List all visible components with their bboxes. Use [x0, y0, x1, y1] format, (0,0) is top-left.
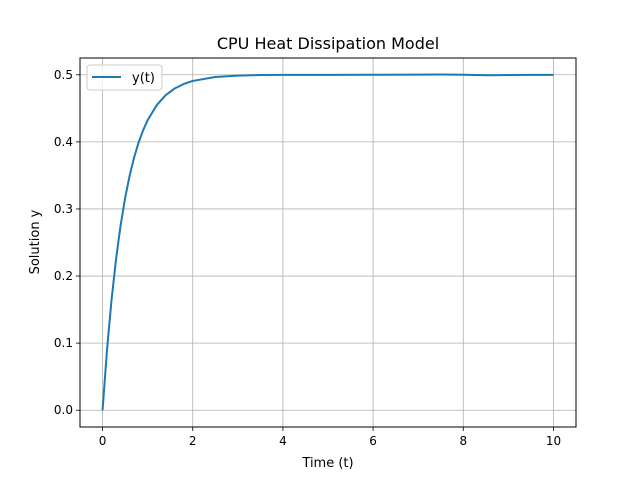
plot-frame	[79, 57, 577, 428]
grid-lines	[80, 58, 576, 427]
y-tick-label: 0.1	[54, 336, 73, 350]
x-tick-label: 8	[459, 434, 467, 448]
x-tick-label: 6	[369, 434, 377, 448]
plot-area	[80, 58, 576, 427]
series-line-y-t	[101, 73, 554, 411]
chart-title: CPU Heat Dissipation Model	[217, 34, 439, 53]
y-tick-label: 0.0	[54, 403, 73, 417]
y-axis-label: Solution y	[28, 209, 43, 274]
y-tick-label: 0.4	[54, 135, 73, 149]
series-layer	[101, 73, 554, 411]
x-tick-label: 10	[546, 434, 561, 448]
y-tick-label: 0.5	[54, 68, 73, 82]
y-tick-label: 0.2	[54, 269, 73, 283]
legend: y(t)	[86, 64, 163, 91]
y-tick-label: 0.3	[54, 202, 73, 216]
y-axis-ticks: 0.0 0.1 0.2 0.3 0.4 0.5	[54, 68, 80, 417]
x-tick-label: 4	[279, 434, 287, 448]
x-tick-label: 0	[99, 434, 107, 448]
x-tick-label: 2	[189, 434, 197, 448]
x-axis-label: Time (t)	[301, 456, 353, 471]
legend-box	[86, 64, 163, 91]
legend-label-y-t: y(t)	[132, 71, 155, 86]
x-axis-ticks: 0 2 4 6 8 10	[99, 427, 561, 448]
